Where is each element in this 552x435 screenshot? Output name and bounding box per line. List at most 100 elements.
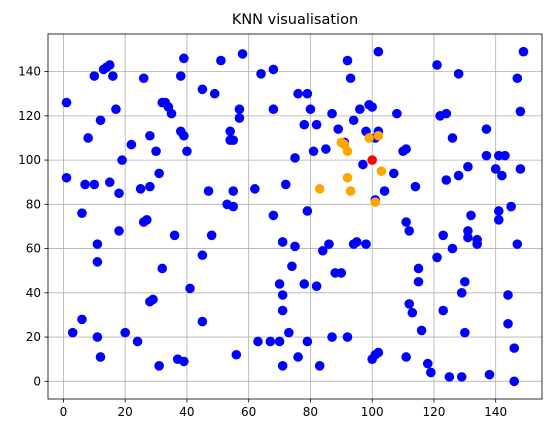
scatter-point — [206, 230, 217, 241]
scatter-point — [472, 239, 482, 249]
scatter-point — [265, 336, 276, 347]
scatter-point — [80, 179, 90, 190]
scatter-point — [268, 104, 279, 115]
scatter-point — [512, 239, 523, 249]
scatter-point — [438, 305, 449, 316]
scatter-point — [293, 88, 303, 99]
scatter-point — [484, 369, 495, 380]
x-tick-label: 60 — [241, 405, 256, 419]
y-tick-label: 140 — [18, 65, 41, 79]
scatter-point — [256, 69, 266, 79]
scatter-point — [203, 186, 214, 196]
scatter-point — [407, 307, 418, 318]
scatter-point — [89, 71, 100, 81]
scatter-point — [280, 179, 291, 190]
scatter-point — [463, 232, 473, 243]
scatter-point — [290, 153, 300, 163]
scatter-point — [447, 243, 458, 254]
scatter-point — [373, 46, 384, 57]
chart-title: KNN visualisation — [232, 12, 358, 28]
scatter-point — [274, 279, 285, 289]
scatter-point — [157, 263, 168, 274]
scatter-point — [67, 327, 78, 338]
scatter-point — [432, 60, 442, 70]
scatter-point — [503, 290, 513, 300]
scatter-point — [237, 49, 248, 59]
scatter-point — [148, 294, 158, 305]
scatter-point — [490, 164, 501, 174]
scatter-point — [327, 332, 337, 342]
scatter-point — [209, 88, 220, 99]
scatter-point — [342, 146, 353, 157]
plot-frame — [47, 33, 543, 400]
x-tick-label: 80 — [303, 405, 318, 419]
scatter-point — [114, 226, 124, 236]
scatter-point — [466, 210, 476, 221]
scatter-point — [444, 372, 455, 382]
scatter-point — [92, 257, 103, 267]
scatter-point — [135, 184, 146, 194]
scatter-point — [355, 104, 365, 115]
scatter-point — [413, 276, 424, 287]
x-tick-label: 0 — [60, 405, 68, 419]
x-tick-label: 20 — [118, 405, 133, 419]
scatter-point — [277, 305, 288, 316]
scatter-point — [373, 130, 384, 141]
scatter-point — [175, 71, 186, 81]
y-tick-label: 120 — [18, 109, 41, 123]
scatter-point — [376, 166, 387, 176]
scatter-point — [108, 71, 118, 81]
scatter-point — [284, 327, 294, 338]
scatter-point — [321, 144, 331, 154]
scatter-point — [92, 239, 103, 249]
scatter-point — [518, 46, 529, 57]
scatter-point — [460, 327, 470, 338]
scatter-point — [367, 155, 377, 165]
scatter-point — [250, 184, 260, 194]
data-points — [61, 46, 529, 387]
scatter-point — [274, 336, 285, 347]
x-tick-label: 40 — [179, 405, 194, 419]
scatter-point — [432, 252, 442, 263]
scatter-point — [453, 69, 464, 79]
scatter-point — [142, 215, 152, 225]
y-tick-label: 60 — [26, 242, 41, 256]
scatter-point — [308, 146, 319, 157]
scatter-point — [453, 170, 464, 181]
scatter-point — [299, 119, 310, 130]
scatter-point — [185, 283, 195, 294]
scatter-point — [299, 279, 310, 289]
scatter-point — [277, 237, 288, 247]
scatter-point — [463, 161, 473, 172]
y-tick-label: 80 — [26, 197, 41, 211]
scatter-point — [145, 130, 155, 141]
scatter-point — [225, 126, 235, 137]
scatter-point — [456, 288, 467, 298]
scatter-point — [234, 104, 245, 115]
scatter-point — [460, 276, 470, 287]
scatter-point — [422, 358, 433, 369]
scatter-point — [311, 281, 322, 291]
scatter-point — [92, 332, 103, 342]
scatter-point — [77, 314, 87, 325]
scatter-point — [441, 175, 452, 185]
scatter-point — [493, 215, 504, 225]
scatter-point — [132, 336, 143, 347]
scatter-point — [104, 177, 115, 188]
scatter-point — [327, 108, 337, 119]
scatter-point — [182, 146, 192, 157]
scatter-point — [401, 352, 411, 362]
scatter-point — [364, 133, 374, 143]
scatter-point — [179, 356, 189, 367]
x-tick-label: 140 — [484, 405, 507, 419]
scatter-point — [197, 316, 208, 327]
scatter-point — [287, 261, 297, 272]
scatter-point — [197, 250, 208, 261]
x-tick-label: 120 — [422, 405, 445, 419]
scatter-point — [441, 108, 452, 119]
scatter-point — [83, 133, 93, 143]
scatter-point — [302, 206, 313, 216]
scatter-point — [151, 146, 161, 157]
scatter-point — [154, 361, 164, 371]
